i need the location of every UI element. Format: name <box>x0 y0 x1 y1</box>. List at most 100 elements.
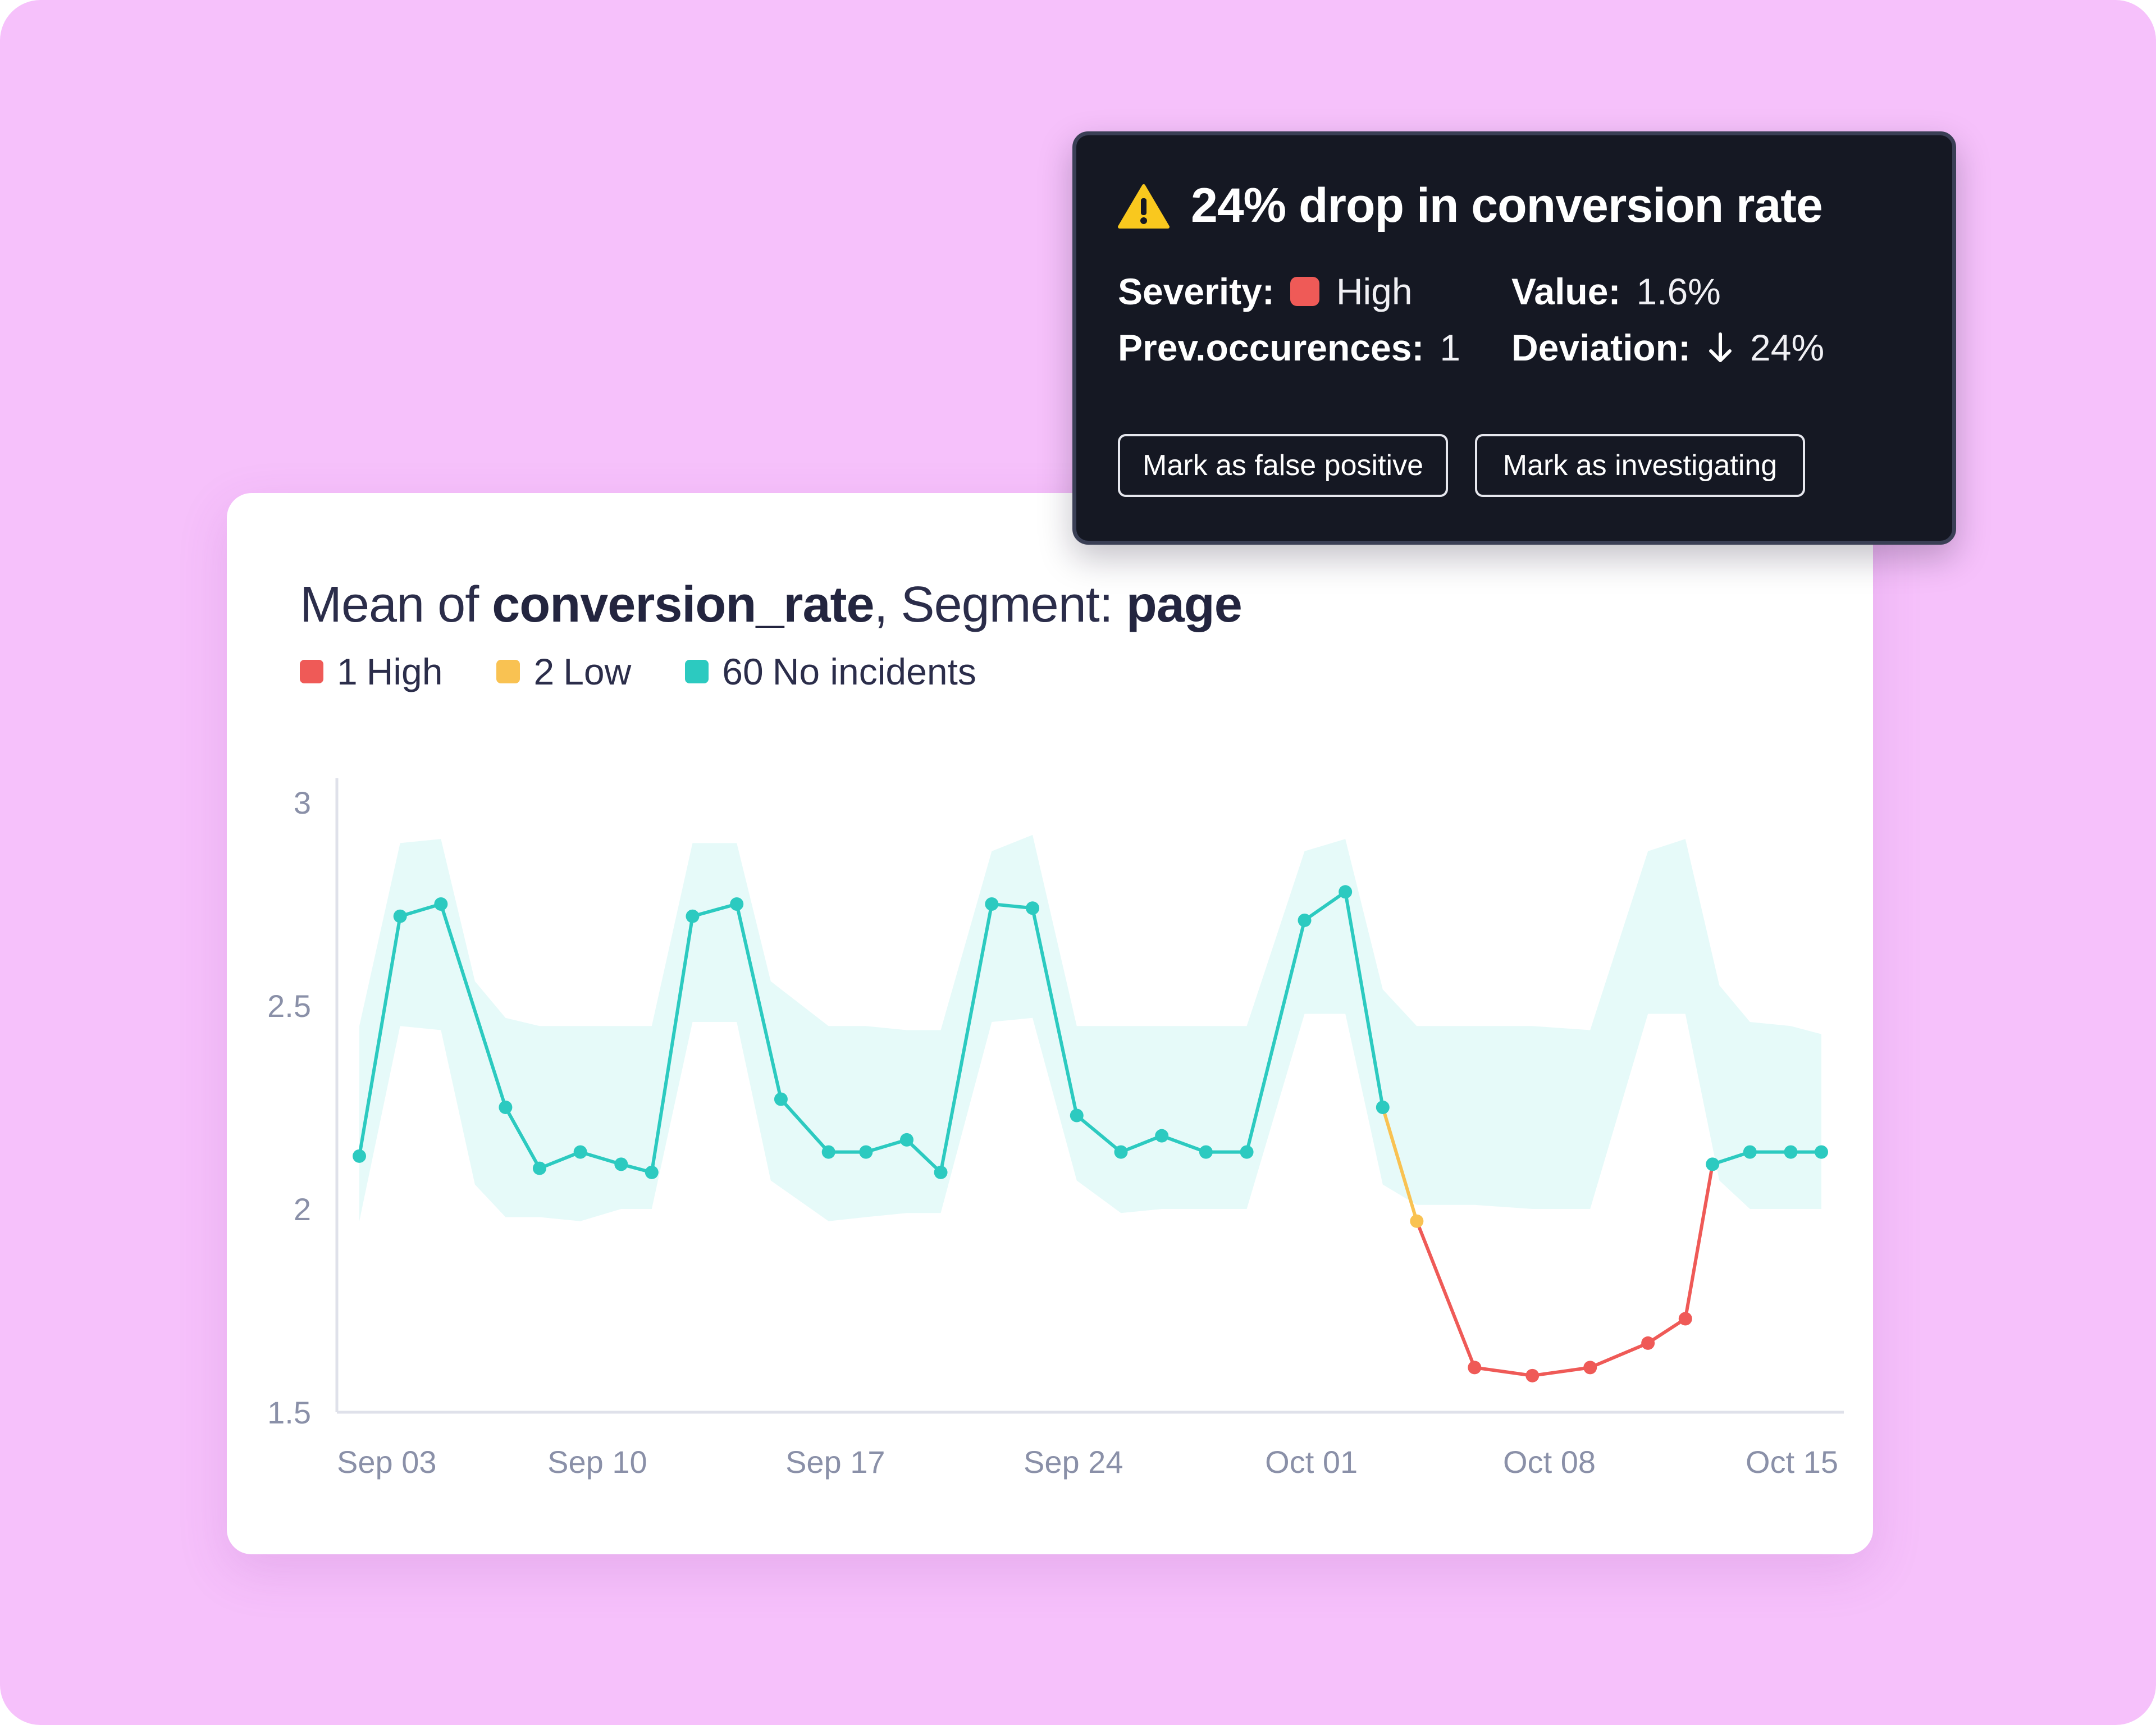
data-point-normal <box>532 1161 546 1175</box>
x-tick-label: Oct 15 <box>1746 1444 1838 1480</box>
series-line-segment <box>1075 1114 1123 1154</box>
data-point-normal <box>1070 1108 1084 1122</box>
data-point-normal <box>1706 1157 1720 1171</box>
data-point-normal <box>1743 1145 1757 1159</box>
chart-metric-name: conversion_rate <box>492 577 874 633</box>
mark-false-positive-button[interactable]: Mark as false positive <box>1118 434 1448 497</box>
y-tick-label: 1.5 <box>267 1395 311 1430</box>
data-point-normal <box>1199 1145 1213 1159</box>
x-tick-label: Sep 17 <box>785 1444 885 1480</box>
series-line-segment <box>578 1150 623 1166</box>
prev-occurrences-value: 1 <box>1440 327 1461 368</box>
series-line-segment <box>1245 918 1307 1154</box>
series-line-segment <box>1683 1162 1715 1321</box>
x-tick-label: Sep 24 <box>1024 1444 1123 1480</box>
legend-count-high: 1 <box>337 651 358 692</box>
deviation-value: 24% <box>1750 327 1825 368</box>
severity-value: High <box>1336 271 1413 312</box>
data-point-high <box>1678 1312 1692 1326</box>
legend-item-low[interactable]: 2 Low <box>496 650 631 693</box>
series-line-segment <box>650 914 695 1174</box>
data-point-normal <box>985 897 999 911</box>
x-tick-label: Sep 03 <box>337 1444 437 1480</box>
data-point-normal <box>1155 1129 1169 1143</box>
data-point-normal <box>859 1145 873 1159</box>
series-line-segment <box>1381 1106 1419 1223</box>
y-tick-label: 2.5 <box>267 988 311 1024</box>
legend-count-low: 2 <box>533 651 555 692</box>
series-line-segment <box>398 902 443 918</box>
data-point-normal <box>353 1149 366 1163</box>
series-line-segment <box>864 1138 908 1154</box>
deviation-row: Deviation: 24% <box>1511 326 1824 369</box>
legend-swatch-low <box>496 660 520 683</box>
series-line-segment <box>1160 1134 1208 1154</box>
data-point-normal <box>499 1101 513 1114</box>
data-point-normal <box>774 1092 788 1106</box>
legend-swatch-no-incidents <box>685 660 709 683</box>
arrow-down-icon <box>1709 332 1732 362</box>
legend-label-no-incidents: No incidents <box>772 651 976 692</box>
prev-occurrences-label: Prev.occurences: <box>1118 327 1424 368</box>
x-tick-label: Oct 08 <box>1503 1444 1596 1480</box>
alert-popup: 24% drop in conversion rate Severity: Hi… <box>1072 131 1956 545</box>
series-line-segment <box>504 1106 541 1170</box>
data-point-high <box>1468 1361 1482 1375</box>
chart-title-prefix: Mean of <box>300 577 479 633</box>
series-line-segment <box>939 902 994 1174</box>
y-tick-label: 2 <box>294 1192 311 1227</box>
value-label: Value: <box>1511 271 1621 312</box>
data-point-high <box>1641 1336 1655 1350</box>
series-line-segment <box>905 1138 943 1174</box>
chart-title-segment-label: , Segment: <box>874 577 1113 633</box>
data-point-high <box>1583 1361 1597 1375</box>
prev-occurrences-row: Prev.occurences: 1 <box>1118 326 1460 369</box>
series-line-segment <box>735 902 783 1101</box>
chart-legend: 1 High 2 Low 60 No incidents <box>300 650 1030 693</box>
data-point-normal <box>686 909 700 923</box>
data-point-normal <box>1815 1145 1828 1159</box>
data-point-normal <box>899 1133 913 1147</box>
series-line-segment <box>358 914 402 1158</box>
legend-label-low: Low <box>563 651 632 692</box>
series-line-segment <box>1473 1366 1534 1377</box>
series-line-segment <box>691 902 739 918</box>
severity-label: Severity: <box>1118 271 1275 312</box>
series-line-segment <box>1531 1366 1592 1377</box>
data-point-normal <box>730 897 744 911</box>
data-point-normal <box>1240 1145 1254 1159</box>
legend-count-no-incidents: 60 <box>722 651 764 692</box>
data-point-normal <box>1339 885 1353 899</box>
data-point-high <box>1525 1368 1540 1382</box>
data-point-normal <box>1376 1101 1390 1114</box>
data-point-normal <box>614 1157 628 1171</box>
data-point-normal <box>573 1145 587 1159</box>
value-row: Value: 1.6% <box>1511 270 1721 313</box>
chart-card: Mean of conversion_rate, Segment: page 1… <box>227 493 1873 1554</box>
series-line-segment <box>1303 890 1347 922</box>
series-line-segment <box>990 902 1035 910</box>
data-point-normal <box>645 1165 659 1179</box>
alert-title-text: 24% drop in conversion rate <box>1191 179 1823 232</box>
severity-indicator <box>1290 277 1319 306</box>
legend-swatch-high <box>300 660 323 683</box>
series-line-segment <box>1646 1317 1687 1345</box>
x-tick-label: Sep 10 <box>547 1444 647 1480</box>
severity-row: Severity: High <box>1118 270 1413 313</box>
series-line-segment <box>1031 906 1079 1117</box>
data-point-normal <box>434 897 448 911</box>
warning-icon <box>1118 184 1170 229</box>
series-line-segment <box>537 1150 582 1170</box>
mark-investigating-button[interactable]: Mark as investigating <box>1475 434 1805 497</box>
legend-item-high[interactable]: 1 High <box>300 650 442 693</box>
chart-title: Mean of conversion_rate, Segment: page <box>300 576 1243 634</box>
alert-title: 24% drop in conversion rate <box>1118 178 1823 234</box>
series-line-segment <box>1415 1219 1477 1370</box>
x-tick-label: Oct 01 <box>1265 1444 1358 1480</box>
data-point-normal <box>821 1145 835 1159</box>
data-point-normal <box>1026 901 1040 915</box>
data-point-low <box>1410 1214 1424 1228</box>
series-line-segment <box>1344 890 1385 1109</box>
legend-item-no-incidents[interactable]: 60 No incidents <box>685 650 976 693</box>
series-line-segment <box>1119 1134 1164 1154</box>
